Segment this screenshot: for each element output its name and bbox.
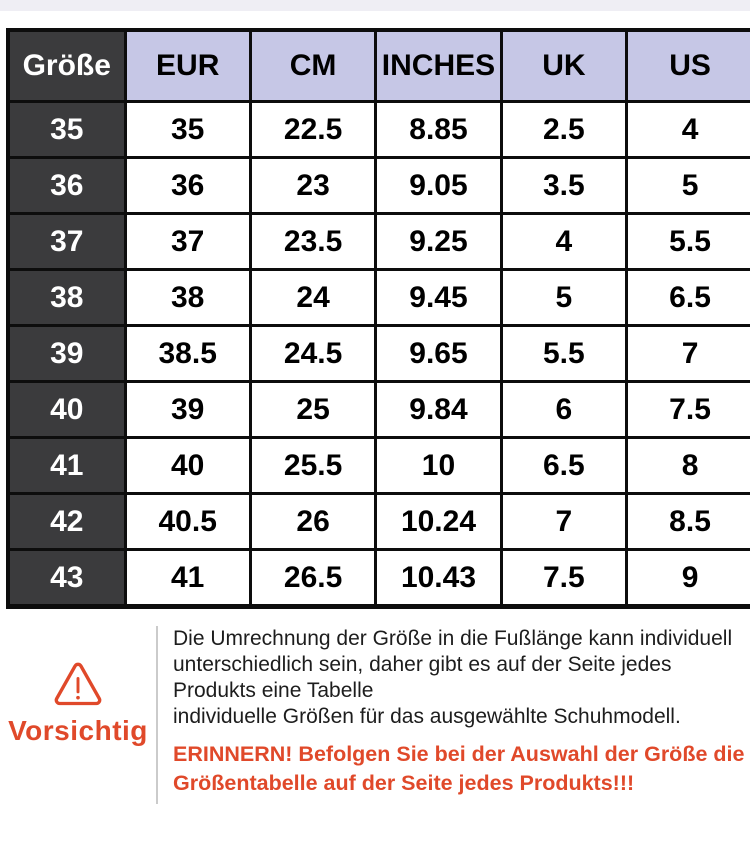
top-strip bbox=[0, 0, 750, 11]
size-cell: 26 bbox=[248, 492, 378, 551]
size-cell: 5.5 bbox=[625, 212, 750, 271]
size-cell: 9.05 bbox=[374, 156, 503, 215]
reminder-line: Größentabelle auf der Seite jedes Produk… bbox=[173, 771, 635, 795]
table-row: 41 40 25.5 10 6.5 8 bbox=[6, 436, 750, 495]
size-cell: 26.5 bbox=[248, 548, 378, 608]
size-table-body: 35 35 22.5 8.85 2.5 4 36 36 23 9.05 3.5 5 37 37 23.5 9.… bbox=[6, 100, 750, 608]
size-row-header: 41 bbox=[6, 436, 127, 495]
size-cell: 38 bbox=[123, 268, 252, 327]
size-cell: 9.45 bbox=[374, 268, 503, 327]
size-cell: 10.43 bbox=[374, 548, 503, 608]
caution-left-column: Vorsichtig bbox=[0, 626, 156, 804]
size-row-header: 36 bbox=[6, 156, 127, 215]
size-cell: 36 bbox=[123, 156, 252, 215]
size-cell: 22.5 bbox=[248, 100, 378, 159]
column-header-uk: UK bbox=[499, 28, 629, 103]
size-row-header: 40 bbox=[6, 380, 127, 439]
size-cell: 4 bbox=[625, 100, 750, 159]
size-cell: 40.5 bbox=[123, 492, 252, 551]
size-cell: 5 bbox=[625, 156, 750, 215]
size-row-header: 42 bbox=[6, 492, 127, 551]
size-cell: 4 bbox=[499, 212, 629, 271]
table-row: 40 39 25 9.84 6 7.5 bbox=[6, 380, 750, 439]
size-conversion-table: Größe EUR CM INCHES UK US 35 35 22.5 8.85 2.… bbox=[6, 28, 750, 609]
size-cell: 10 bbox=[374, 436, 503, 495]
size-cell: 7 bbox=[499, 492, 629, 551]
note-line: unterschiedlich sein, daher gibt es auf … bbox=[173, 653, 672, 676]
column-header-eur: EUR bbox=[123, 28, 252, 103]
size-cell: 23.5 bbox=[248, 212, 378, 271]
size-row-header: 35 bbox=[6, 100, 127, 159]
warning-triangle-icon bbox=[54, 662, 102, 706]
size-cell: 23 bbox=[248, 156, 378, 215]
size-cell: 9 bbox=[625, 548, 750, 608]
size-cell: 2.5 bbox=[499, 100, 629, 159]
column-header-cm: CM bbox=[248, 28, 378, 103]
size-cell: 25.5 bbox=[248, 436, 378, 495]
size-cell: 7.5 bbox=[625, 380, 750, 439]
size-cell: 9.84 bbox=[374, 380, 503, 439]
note-line: individuelle Größen für das ausgewählte … bbox=[173, 705, 681, 728]
column-header-groesse: Größe bbox=[6, 28, 127, 103]
note-line: Die Umrechnung der Größe in die Fußlänge… bbox=[173, 627, 733, 650]
column-header-inches: INCHES bbox=[374, 28, 503, 103]
caution-text-block: Die Umrechnung der Größe in die Fußlänge… bbox=[156, 626, 744, 804]
size-cell: 8.85 bbox=[374, 100, 503, 159]
size-cell: 5 bbox=[499, 268, 629, 327]
size-row-header: 37 bbox=[6, 212, 127, 271]
size-cell: 9.25 bbox=[374, 212, 503, 271]
reminder-line: ERINNERN! Befolgen Sie bei der Auswahl d… bbox=[173, 742, 745, 766]
size-cell: 41 bbox=[123, 548, 252, 608]
size-cell: 37 bbox=[123, 212, 252, 271]
size-cell: 3.5 bbox=[499, 156, 629, 215]
size-cell: 35 bbox=[123, 100, 252, 159]
size-row-header: 38 bbox=[6, 268, 127, 327]
size-cell: 25 bbox=[248, 380, 378, 439]
size-cell: 8.5 bbox=[625, 492, 750, 551]
table-header-row: Größe EUR CM INCHES UK US bbox=[6, 28, 750, 103]
table-row: 35 35 22.5 8.85 2.5 4 bbox=[6, 100, 750, 159]
column-header-us: US bbox=[625, 28, 750, 103]
table-row: 38 38 24 9.45 5 6.5 bbox=[6, 268, 750, 327]
size-reminder: ERINNERN! Befolgen Sie bei der Auswahl d… bbox=[173, 740, 744, 798]
size-cell: 7.5 bbox=[499, 548, 629, 608]
size-row-header: 39 bbox=[6, 324, 127, 383]
size-cell: 38.5 bbox=[123, 324, 252, 383]
caution-label: Vorsichtig bbox=[8, 715, 148, 746]
size-cell: 40 bbox=[123, 436, 252, 495]
note-line: Produkts eine Tabelle bbox=[173, 679, 374, 702]
size-row-header: 43 bbox=[6, 548, 127, 608]
size-cell: 8 bbox=[625, 436, 750, 495]
size-cell: 39 bbox=[123, 380, 252, 439]
caution-section: Vorsichtig Die Umrechnung der Größe in d… bbox=[0, 626, 750, 804]
size-cell: 6.5 bbox=[499, 436, 629, 495]
size-cell: 5.5 bbox=[499, 324, 629, 383]
table-row: 43 41 26.5 10.43 7.5 9 bbox=[6, 548, 750, 608]
size-cell: 9.65 bbox=[374, 324, 503, 383]
table-row: 37 37 23.5 9.25 4 5.5 bbox=[6, 212, 750, 271]
table-row: 39 38.5 24.5 9.65 5.5 7 bbox=[6, 324, 750, 383]
table-row: 36 36 23 9.05 3.5 5 bbox=[6, 156, 750, 215]
size-cell: 24 bbox=[248, 268, 378, 327]
size-note: Die Umrechnung der Größe in die Fußlänge… bbox=[173, 626, 744, 730]
size-cell: 7 bbox=[625, 324, 750, 383]
size-cell: 6 bbox=[499, 380, 629, 439]
size-cell: 6.5 bbox=[625, 268, 750, 327]
size-cell: 10.24 bbox=[374, 492, 503, 551]
table-row: 42 40.5 26 10.24 7 8.5 bbox=[6, 492, 750, 551]
size-cell: 24.5 bbox=[248, 324, 378, 383]
